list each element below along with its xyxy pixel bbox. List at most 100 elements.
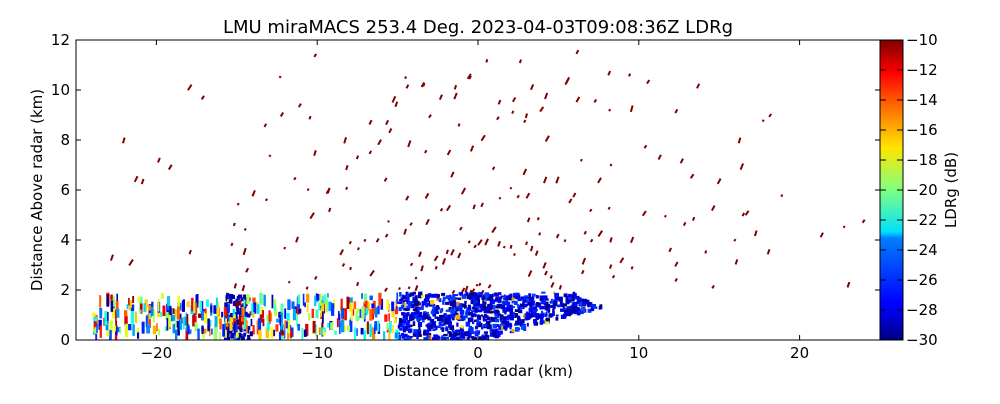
echo-speckle	[734, 259, 739, 265]
echo-gate	[98, 319, 102, 330]
echo-gate	[186, 314, 189, 326]
echo-gate	[236, 310, 240, 315]
echo-gate	[587, 308, 592, 313]
echo-gate	[536, 301, 540, 307]
colorbar-tick-label: −20	[906, 181, 938, 199]
echo-gate	[591, 304, 596, 308]
echo-gate	[106, 330, 110, 337]
echo-gate	[544, 298, 549, 301]
echo-gate	[152, 309, 155, 323]
echo-gate	[301, 327, 304, 340]
echo-gate	[514, 326, 520, 332]
echo-gate	[533, 321, 539, 326]
echo-speckle	[391, 95, 397, 103]
echo-gate	[482, 315, 485, 320]
echo-gate	[318, 327, 321, 335]
echo-gate	[492, 293, 495, 296]
echo-gate	[168, 313, 171, 328]
echo-speckle	[842, 225, 846, 229]
echo-gate	[540, 310, 544, 315]
echo-gate	[129, 300, 132, 308]
echo-gate	[515, 292, 520, 297]
echo-gate	[224, 303, 228, 308]
echo-gate	[426, 324, 430, 329]
echo-gate	[244, 297, 248, 302]
echo-speckle	[480, 202, 484, 208]
echo-gate	[346, 325, 351, 332]
echo-gate	[124, 315, 128, 326]
echo-gate	[520, 324, 526, 330]
echo-gate	[534, 303, 537, 307]
echo-gate	[535, 295, 539, 299]
echo-speckle	[341, 263, 346, 267]
echo-speckle	[128, 259, 134, 266]
echo-speckle	[425, 218, 430, 226]
echo-gate	[315, 294, 320, 301]
echo-gate	[321, 322, 324, 331]
echo-gate	[271, 329, 276, 337]
echo-gate	[458, 334, 463, 339]
echo-gate	[104, 311, 108, 321]
echo-gate	[327, 293, 329, 298]
echo-gate	[462, 303, 467, 308]
echo-speckle	[428, 114, 432, 119]
echo-gate	[213, 305, 217, 314]
echo-gate	[499, 298, 502, 302]
echo-gate	[503, 318, 507, 322]
echo-speckle	[475, 283, 479, 287]
echo-gate	[492, 317, 497, 322]
echo-gate	[207, 318, 210, 332]
echo-gate	[535, 314, 541, 319]
echo-gate	[514, 295, 517, 299]
echo-speckle	[343, 137, 348, 144]
echo-gate	[480, 306, 484, 311]
echo-gate	[322, 295, 324, 303]
echo-gate	[577, 308, 583, 313]
echo-gate	[514, 314, 519, 318]
echo-speckle	[407, 140, 412, 148]
echo-gate	[421, 301, 425, 306]
echo-gate	[438, 298, 442, 303]
echo-gate	[366, 300, 369, 315]
echo-gate	[498, 331, 502, 335]
echo-gate	[470, 300, 474, 305]
echo-speckle	[187, 84, 193, 91]
echo-gate	[517, 305, 522, 309]
echo-gate	[473, 319, 479, 322]
echo-gate	[280, 320, 284, 330]
echo-gate	[401, 334, 406, 339]
echo-gate	[247, 334, 251, 339]
echo-speckle	[608, 108, 612, 112]
echo-speckle	[509, 244, 513, 249]
echo-gate	[395, 298, 398, 309]
echo-gate	[532, 306, 537, 311]
echo-gate	[398, 336, 401, 340]
echo-gate	[115, 325, 118, 336]
echo-gate	[428, 326, 432, 331]
echo-speckle	[511, 96, 517, 103]
echo-gate	[454, 297, 458, 300]
echo-gate	[465, 321, 471, 327]
echo-speckle	[407, 286, 411, 290]
echo-gate	[554, 298, 558, 301]
echo-gate	[213, 327, 218, 340]
echo-gate	[161, 292, 165, 299]
echo-speckle	[446, 149, 452, 156]
echo-gate	[427, 314, 430, 317]
echo-gate	[235, 298, 239, 303]
echo-gate	[477, 299, 481, 304]
echo-gate	[355, 311, 358, 319]
echo-gate	[432, 306, 437, 310]
echo-speckle	[558, 285, 562, 290]
echo-gate	[544, 319, 550, 325]
echo-gate	[427, 293, 432, 297]
echo-gate	[257, 318, 262, 330]
echo-speckle	[575, 49, 580, 55]
echo-gate	[455, 336, 461, 340]
echo-gate	[353, 327, 356, 340]
echo-gate	[128, 297, 130, 306]
echo-gate	[556, 304, 561, 308]
echo-gate	[252, 297, 256, 303]
echo-gate	[483, 301, 487, 305]
echo-gate	[444, 318, 450, 324]
